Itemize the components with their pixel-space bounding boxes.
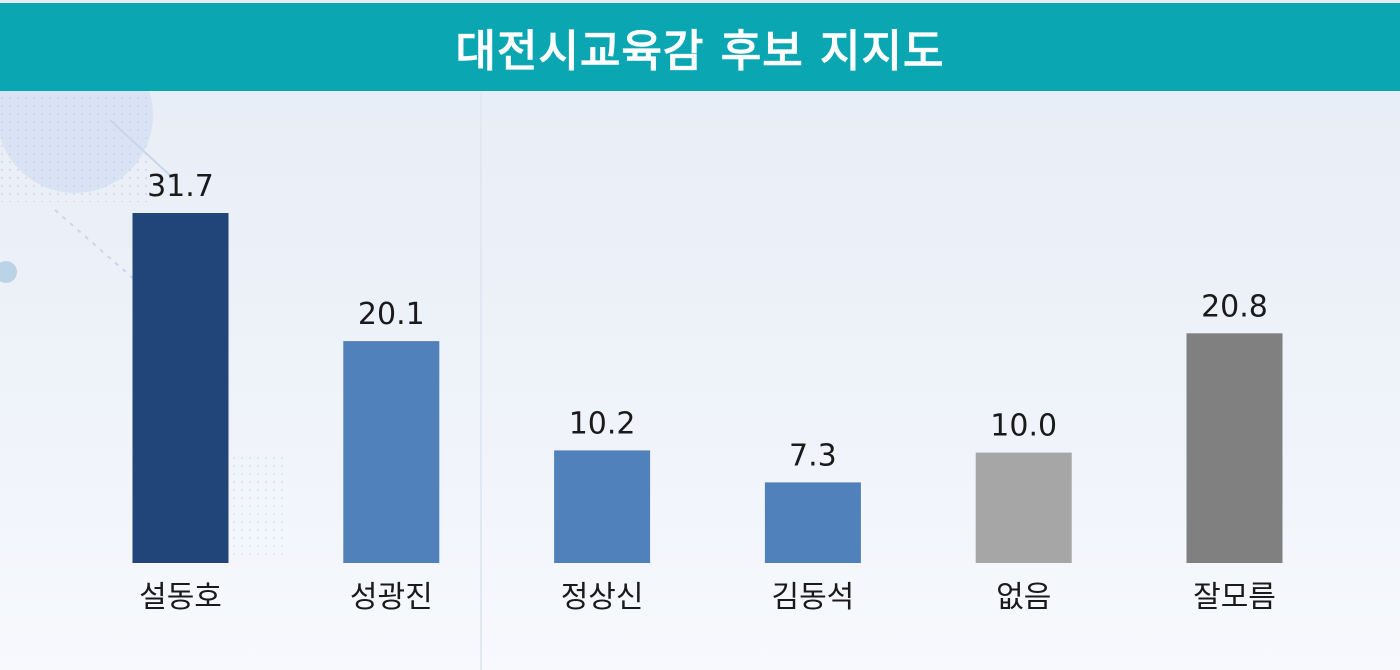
category-label-dont-know: 잘모름 [1193,580,1276,615]
category-label-none: 없음 [996,580,1051,615]
bar-dont-know [1186,333,1283,563]
title-bar: 대전시교육감 후보 지지도 [0,3,1400,91]
value-label-jeong-sangsin: 10.2 [569,406,636,441]
category-label-seol-dongho: 설동호 [139,580,222,615]
bar-none [975,452,1072,563]
bar-kim-dongseok [764,482,861,563]
value-label-dont-know: 20.8 [1201,289,1268,324]
value-label-seol-dongho: 31.7 [147,169,214,204]
category-label-seong-gwangjin: 성광진 [350,580,433,615]
category-label-kim-dongseok: 김동석 [771,580,854,615]
chart-title: 대전시교육감 후보 지지도 [455,26,945,77]
value-label-none: 10.0 [990,409,1057,444]
bar-jeong-sangsin [554,450,651,563]
value-label-kim-dongseok: 7.3 [789,438,837,473]
bar-seong-gwangjin [343,341,440,563]
category-label-jeong-sangsin: 정상신 [561,580,644,615]
bar-seol-dongho [132,213,229,563]
value-label-seong-gwangjin: 20.1 [358,297,425,332]
